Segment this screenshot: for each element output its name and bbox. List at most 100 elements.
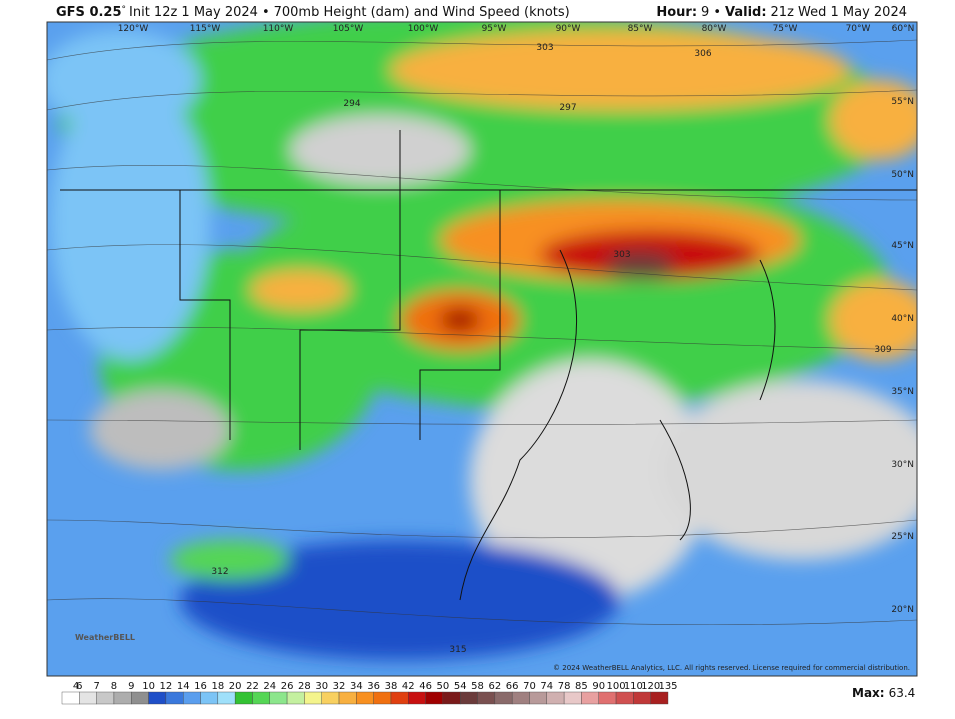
separator: • [262,5,270,20]
longitude-label: 75°W [773,24,798,34]
colorbar-tick-label: 7 [93,681,99,692]
contour-label: 306 [694,49,711,59]
colorbar-swatch [563,691,582,705]
colorbar-tick-label: 70 [523,681,536,692]
hour: 9 [701,5,709,20]
colorbar-tick-label: 50 [437,681,450,692]
valid: 21z Wed 1 May 2024 [771,5,907,20]
longitude-label: 85°W [628,24,653,34]
colorbar-tick-label: 10 [142,681,155,692]
colorbar: 46 7 8 9 10 12 14 16 18 20 22 24 26 28 30 32 34 36 38 42 46 5… [61,681,678,705]
colorbar-tick-label: 135 [658,681,677,692]
colorbar-tick-label: 4 [73,681,79,692]
colorbar-tick-label: 20 [229,681,242,692]
colorbar-tick-label: 62 [488,681,501,692]
max-label: Max: [852,686,885,700]
colorbar-swatch [131,691,149,705]
colorbar-tick-label: 66 [506,681,519,692]
degree: ° [122,5,127,15]
colorbar-swatch [356,691,374,705]
colorbar-swatch [442,691,461,705]
latitude-label: 40°N [891,314,914,324]
map-frame [46,21,918,677]
hour-label: Hour: [656,5,697,20]
colorbar-tick-label: 18 [211,681,224,692]
colorbar-swatch [338,691,357,705]
longitude-label: 70°W [846,24,871,34]
colorbar-tick-label: 24 [263,681,276,692]
contour-label: 297 [559,103,576,113]
colorbar-swatch [200,691,219,705]
latitude-label: 50°N [891,170,914,180]
colorbar-swatch [373,691,392,705]
latitude-label: 55°N [891,97,914,107]
colorbar-tick-label: 32 [333,681,346,692]
colorbar-swatch [598,691,617,705]
longitude-label: 60°N [892,24,915,34]
colorbar-swatch [494,691,513,705]
colorbar-swatch [252,691,270,705]
colorbar-swatch [615,691,634,705]
colorbar-swatch [234,691,253,705]
model: GFS 0.25 [56,5,122,20]
longitude-label: 105°W [333,24,364,34]
colorbar-tick-label: 38 [385,681,398,692]
max-value: 63.4 [889,686,916,700]
colorbar-swatch [511,691,530,705]
longitude-label: 90°W [556,24,581,34]
longitude-label: 115°W [190,24,221,34]
longitude-label: 120°W [118,24,149,34]
colorbar-swatch [217,691,236,705]
colorbar-swatch [460,691,478,705]
colorbar-tick-label: 110 [624,681,643,692]
colorbar-swatch [408,691,426,705]
latitude-label: 45°N [891,241,914,251]
contour-label: 315 [449,645,466,655]
colorbar-tick-label: 30 [315,681,328,692]
valid-label: Valid: [725,5,767,20]
colorbar-tick-label: 42 [402,681,415,692]
contour-label: 309 [874,345,891,355]
colorbar-tick-label: 26 [281,681,294,692]
copyright: © 2024 WeatherBELL Analytics, LLC. All r… [553,664,910,672]
colorbar-tick-label: 36 [367,681,380,692]
colorbar-tick-label: 22 [246,681,259,692]
colorbar-swatch [304,691,322,705]
colorbar-swatch [390,691,409,705]
colorbar-swatch [96,691,115,705]
colorbar-tick-label: 100 [607,681,626,692]
colorbar-swatch [182,691,201,705]
latitude-label: 25°N [891,532,914,542]
graticule-labels: 120°W 115°W 110°W 105°W 100°W 95°W 90°W 85°W 80°… [118,24,915,655]
longitude-label: 100°W [408,24,439,34]
colorbar-swatch [321,691,340,705]
longitude-label: 80°W [702,24,727,34]
colorbar-tick-label: 74 [540,681,553,692]
product: 700mb Height (dam) and Wind Speed (knots… [274,5,570,20]
colorbar-swatch [113,691,132,705]
colorbar-tick-label: 46 [419,681,432,692]
colorbar-swatch [165,691,184,705]
header-left: GFS 0.25° Init 12z 1 May 2024 • 700mb Heigh… [56,5,570,20]
logo: WeatherBELL [75,633,135,642]
colorbar-swatch [61,691,80,705]
colorbar-swatch [650,691,669,705]
colorbar-swatch [425,691,444,705]
colorbar-swatch [529,691,548,705]
colorbar-swatch [79,691,97,705]
colorbar-tick-label: 85 [575,681,588,692]
colorbar-swatch [286,691,305,705]
longitude-label: 95°W [482,24,507,34]
colorbar-swatch [546,691,565,705]
init: Init 12z 1 May 2024 [129,5,258,20]
colorbar-tick-label: 6 [76,681,82,692]
contour-label: 294 [343,99,360,109]
colorbar-tick-label: 54 [454,681,467,692]
colorbar-tick-label: 9 [128,681,134,692]
header-right: Hour: 9 • Valid: 21z Wed 1 May 2024 [656,5,907,20]
latitude-label: 20°N [891,605,914,615]
colorbar-tick-label: 28 [298,681,311,692]
colorbar-tick-label: 78 [558,681,571,692]
colorbar-swatch [148,691,167,705]
colorbar-swatch [477,691,496,705]
